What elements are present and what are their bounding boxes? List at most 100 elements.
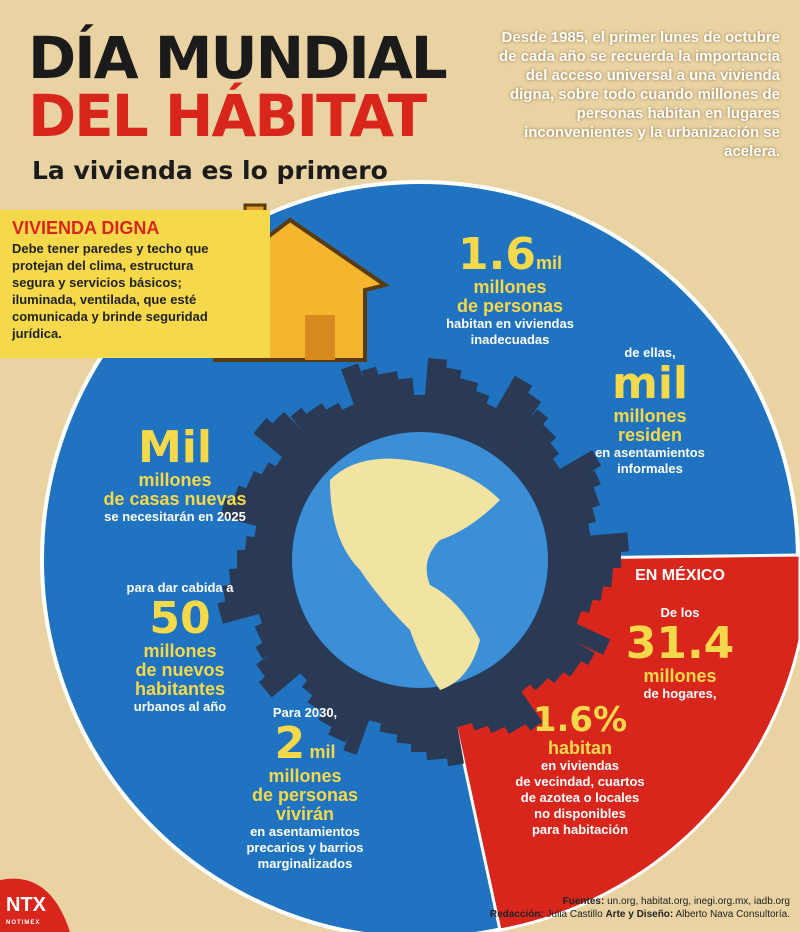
skyline-building	[220, 498, 302, 537]
skyline-building	[485, 658, 543, 731]
skyline-building	[493, 649, 534, 693]
stat-line: de casas nuevas	[103, 489, 247, 510]
skyline-building	[501, 423, 557, 479]
skyline-building	[233, 485, 306, 525]
stat-line: vivirán	[275, 803, 335, 824]
skyline-building	[454, 389, 490, 446]
skyline-building	[534, 593, 583, 628]
skyline-building	[245, 471, 312, 517]
stat-line: de nuevos	[135, 660, 225, 681]
stat-informal-settlements: de ellas, mil millones residen en asenta…	[580, 345, 720, 477]
skyline-building	[538, 585, 593, 614]
vivienda-digna-box	[0, 210, 270, 358]
skyline-building	[368, 678, 396, 725]
stat-line: habitantes	[134, 678, 226, 699]
city-skyline-ring	[217, 357, 630, 767]
stat-unit: mil	[535, 253, 562, 273]
skyline-building	[516, 623, 582, 677]
skyline-building	[411, 685, 429, 752]
earth-continents	[330, 458, 500, 690]
stat-line: millones	[138, 470, 212, 491]
stat-new-houses: Mil millones de casas nuevas se necesita…	[85, 422, 265, 525]
design-label: Arte y Diseño:	[605, 909, 674, 920]
stat-2030: Para 2030, 2 mil millones de personas vi…	[235, 705, 375, 872]
stat-line: marginalizados	[257, 855, 353, 871]
subtitle: La vivienda es lo primero	[32, 156, 388, 185]
stat-line: precarios y barrios	[246, 839, 364, 855]
logo-text: NTX	[6, 894, 46, 916]
skyline-building	[473, 663, 527, 734]
skyline-building	[442, 377, 479, 442]
skyline-building	[473, 375, 533, 457]
ntx-logo-bg	[0, 878, 70, 932]
stat-number: 50	[149, 593, 211, 644]
skyline-building	[500, 640, 551, 691]
writer: Julia Castillo	[546, 909, 603, 920]
stat-line: de vecindad, cuartos	[515, 773, 645, 789]
skyline-building	[307, 656, 357, 715]
skyline-building	[318, 664, 365, 728]
writer-label: Redacción:	[489, 909, 544, 920]
stat-number: mil	[611, 358, 688, 409]
skyline-building	[538, 505, 597, 536]
stat-line: urbanos al año	[133, 698, 227, 714]
stat-line: habitan en viviendas	[446, 315, 574, 331]
skyline-building	[254, 524, 299, 546]
mexico-percentage: 1.6% habitan en viviendas de vecindad, c…	[500, 700, 660, 838]
skyline-building	[523, 450, 602, 506]
skyline-building	[255, 616, 316, 660]
stat-line: no disponibles	[534, 805, 626, 821]
stat-line: se necesitarán en 2025	[104, 508, 246, 524]
stat-line: de personas	[251, 785, 359, 806]
intro-text: Desde 1985, el primer lunes de octubre d…	[499, 29, 780, 160]
stat-new-inhabitants: para dar cabida a 50 millones de nuevos …	[110, 580, 250, 715]
mexico-title: EN MÉXICO	[635, 567, 725, 584]
vivienda-text: Debe tener paredes y techo que protejan …	[12, 241, 209, 341]
skyline-building	[395, 377, 418, 437]
logo-subtext: NOTIMEX	[6, 920, 41, 926]
skyline-building	[253, 417, 331, 488]
stat-number: Mil	[138, 422, 212, 473]
sources: un.org, habitat.org, inegi.org.mx, iadb.…	[607, 896, 790, 907]
stat-line: millones	[143, 641, 217, 662]
skyline-building	[259, 462, 317, 506]
vivienda-title: VIVIENDA DIGNA	[12, 218, 160, 238]
skyline-building	[290, 407, 346, 469]
skyline-building	[256, 624, 323, 679]
stat-line: De los	[660, 604, 700, 620]
stat-line: de hogares,	[643, 685, 717, 701]
stat-line: informales	[617, 460, 683, 476]
stat-line: de personas	[456, 296, 564, 317]
skyline-building	[510, 634, 565, 684]
stat-line: inadecuadas	[470, 331, 550, 347]
skyline-building	[258, 632, 331, 698]
stat-line: residen	[617, 425, 683, 446]
skyline-building	[433, 367, 462, 439]
stat-number: 1.6%	[532, 700, 628, 740]
skyline-building	[298, 643, 337, 682]
title-line2: DEL HÁBITAT	[28, 82, 427, 150]
sources-label: Fuentes:	[562, 896, 605, 907]
designer: Alberto Nava Consultoría.	[675, 909, 790, 920]
stat-line: en viviendas	[540, 757, 620, 773]
stat-inadequate-housing: 1.6mil millones de personas habitan en v…	[430, 231, 590, 348]
credits: Fuentes: un.org, habitat.org, inegi.org.…	[490, 895, 790, 921]
skyline-building	[494, 409, 549, 469]
stat-unit: mil	[309, 742, 336, 762]
stat-line: en asentamientos	[595, 444, 705, 460]
skyline-building	[328, 669, 376, 743]
skyline-building	[274, 455, 322, 495]
skyline-building	[466, 402, 499, 450]
skyline-building	[271, 411, 338, 478]
stat-line: para dar cabida a	[126, 580, 234, 595]
skyline-building	[510, 441, 560, 486]
skyline-building	[254, 604, 311, 644]
skyline-building	[516, 455, 563, 497]
stat-line: de azotea o locales	[520, 789, 640, 805]
stat-line: millones	[473, 277, 547, 298]
skyline-building	[341, 363, 386, 446]
stat-line: de ellas,	[624, 345, 676, 360]
stat-line: para habitación	[531, 821, 629, 837]
stat-line: millones	[613, 406, 687, 427]
